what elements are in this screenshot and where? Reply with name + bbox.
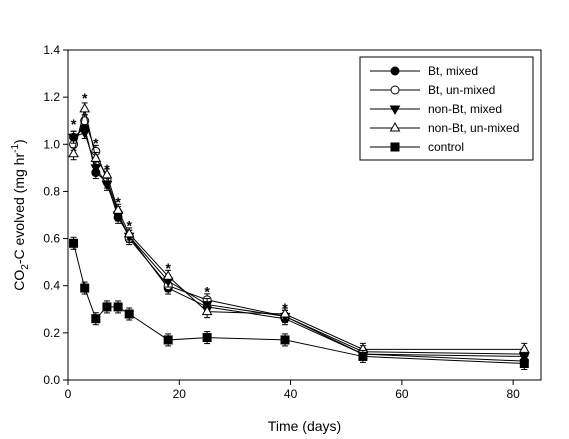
data-point	[90, 152, 102, 162]
y-tick-label: 1.0	[43, 137, 60, 151]
data-point	[123, 227, 135, 238]
data-point	[124, 309, 134, 319]
significance-star: *	[82, 90, 88, 106]
series-3	[68, 102, 530, 356]
series-2	[68, 126, 530, 363]
data-point	[102, 302, 112, 312]
legend-item: control	[370, 140, 464, 154]
x-tick-label: 80	[506, 387, 520, 401]
series-line	[73, 131, 525, 357]
data-point	[112, 204, 124, 214]
legend: Bt, mixed Bt, un-mixed non-Bt, mixed non-Bt…	[359, 56, 534, 161]
legend-label: control	[428, 140, 464, 154]
y-tick-label: 0.4	[43, 279, 60, 293]
y-tick-label: 0.8	[43, 184, 60, 198]
y-title-mid: -C evolved (mg hr	[11, 153, 27, 265]
y-tick-label: 1.4	[43, 43, 60, 57]
data-point	[279, 307, 291, 318]
data-point	[358, 351, 368, 361]
data-point	[79, 102, 91, 113]
data-point	[79, 129, 91, 139]
series-line	[73, 243, 525, 364]
legend-label: non-Bt, mixed	[428, 102, 502, 116]
y-tick-label: 0.0	[43, 373, 60, 387]
x-axis: 0 20 40 60 80	[65, 380, 520, 401]
legend-marker	[390, 85, 400, 95]
data-point	[202, 333, 212, 343]
legend-marker	[390, 142, 400, 152]
x-tick-label: 20	[173, 387, 187, 401]
legend-item: Bt, mixed	[370, 64, 478, 78]
y-tick-label: 0.6	[43, 232, 60, 246]
significance-star: *	[115, 194, 121, 210]
x-axis-title: Time (days)	[268, 418, 341, 434]
legend-marker	[390, 66, 400, 76]
plot-border	[67, 49, 542, 381]
data-point	[519, 359, 529, 368]
data-point	[68, 133, 79, 144]
x-tick-label: 60	[395, 387, 409, 401]
y-title-superscript: -1	[10, 144, 21, 153]
significance-star: *	[282, 300, 288, 316]
series-layer	[68, 102, 530, 370]
y-tick-label: 1.2	[43, 90, 60, 104]
series-line	[73, 126, 525, 362]
legend-marker	[389, 105, 401, 116]
x-tick-label: 40	[284, 387, 298, 401]
data-point	[101, 168, 113, 179]
significance-star: *	[104, 161, 110, 177]
legend-label: Bt, mixed	[428, 64, 478, 78]
significance-star: *	[126, 217, 132, 233]
data-point	[280, 335, 290, 345]
data-point	[91, 314, 101, 324]
data-point	[518, 343, 530, 353]
data-point	[163, 335, 173, 345]
annotation-layer: * * * * * * * * *	[71, 90, 288, 316]
x-tick-label: 0	[65, 387, 72, 401]
legend-item: Bt, un-mixed	[370, 83, 495, 97]
y-title-subscript: 2	[20, 264, 31, 270]
data-point	[113, 302, 123, 312]
significance-star: *	[204, 283, 210, 299]
data-point	[68, 147, 79, 158]
legend-item: non-Bt, un-mixed	[370, 121, 519, 135]
significance-star: *	[165, 260, 171, 276]
data-point	[80, 283, 90, 293]
data-point	[162, 270, 174, 280]
series-4	[69, 236, 529, 370]
y-title-pre: CO	[11, 270, 27, 291]
y-axis: 0.0 0.2 0.4 0.6 0.8 1.0 1.2 1.4	[43, 43, 68, 387]
data-point	[69, 238, 79, 248]
legend-label: non-Bt, un-mixed	[428, 121, 519, 135]
data-point	[201, 305, 213, 316]
y-title-post: )	[11, 139, 27, 144]
significance-star: *	[93, 135, 99, 151]
plot-frame	[67, 49, 542, 381]
legend-item: non-Bt, mixed	[370, 102, 502, 116]
y-tick-label: 0.2	[43, 326, 60, 340]
legend-marker	[389, 121, 401, 132]
y-axis-title: CO2-C evolved (mg hr-1)	[10, 139, 31, 290]
legend-label: Bt, un-mixed	[428, 83, 495, 97]
significance-star: *	[71, 116, 77, 132]
